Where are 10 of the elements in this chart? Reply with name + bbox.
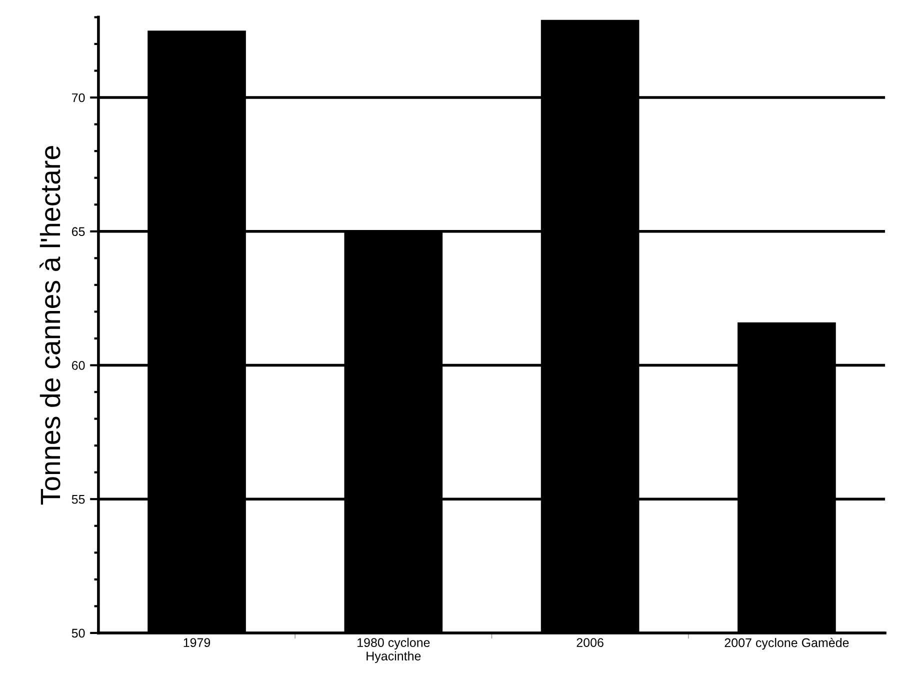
y-axis-title: Tonnes de cannes à l'hectare bbox=[40, 146, 60, 505]
x-tick-label: 2006 bbox=[576, 638, 604, 648]
x-tick-label: 1980 cyclone Hyacinthe bbox=[358, 638, 430, 663]
x-tick-label: 2007 cyclone Gamède bbox=[724, 638, 849, 650]
y-tick-label: 50 bbox=[72, 628, 85, 638]
x-tick-label: 1979 bbox=[184, 638, 210, 648]
y-tick-label: 60 bbox=[72, 361, 85, 370]
y-tick-label: 55 bbox=[72, 495, 85, 504]
y-tick-label: 65 bbox=[72, 227, 85, 236]
y-tick-label: 70 bbox=[72, 93, 85, 102]
